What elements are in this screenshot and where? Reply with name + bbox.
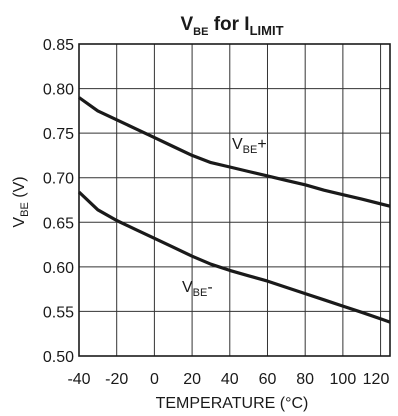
x-tick-label: 60	[259, 371, 277, 388]
title-v: V	[180, 14, 193, 35]
y-label-be-subscript: BE	[19, 202, 31, 217]
label-v: V	[232, 136, 243, 153]
x-tick-label: -20	[105, 371, 128, 388]
series-label-vbe-plus: VBE+	[232, 136, 267, 156]
x-tick-label: -40	[67, 371, 90, 388]
grid-lines	[79, 44, 390, 356]
y-tick-label: 0.85	[43, 37, 74, 54]
y-label-v: V	[11, 217, 28, 228]
y-tick-label: 0.60	[43, 260, 74, 277]
chart-title: VBE for ILIMIT	[180, 14, 283, 38]
y-tick-label: 0.55	[43, 304, 74, 321]
y-label-unit: (V)	[11, 176, 28, 202]
label-minus: -	[207, 279, 212, 296]
y-tick-label: 0.70	[43, 171, 74, 188]
title-limit-subscript: LIMIT	[250, 23, 284, 38]
x-tick-label: 80	[296, 371, 314, 388]
x-tick-labels: -40 -20 0 20 40 60 80 100 120	[67, 371, 389, 388]
series-line-vbe-minus	[77, 190, 391, 324]
label-be-subscript: BE	[193, 287, 208, 299]
y-tick-label: 0.75	[43, 126, 74, 143]
y-axis-label: VBE (V)	[11, 176, 31, 227]
plot-frame	[78, 43, 391, 357]
y-tick-label: 0.50	[43, 349, 74, 366]
title-for-i: for I	[208, 14, 249, 35]
x-axis-label: TEMPERATURE (°C)	[156, 395, 309, 412]
label-plus: +	[257, 136, 266, 153]
y-tick-label: 0.65	[43, 215, 74, 232]
title-be-subscript: BE	[193, 26, 208, 38]
series-line-vbe-plus	[78, 96, 391, 208]
label-v: V	[182, 279, 193, 296]
x-tick-label: 40	[221, 371, 239, 388]
x-tick-label: 20	[183, 371, 201, 388]
y-tick-label: 0.80	[43, 82, 74, 99]
label-be-subscript: BE	[243, 144, 258, 156]
series-layer	[77, 96, 391, 324]
y-tick-labels: 0.50 0.55 0.60 0.65 0.70 0.75 0.80 0.85	[43, 37, 74, 366]
x-tick-label: 100	[330, 371, 357, 388]
series-label-vbe-minus: VBE-	[182, 279, 213, 299]
x-tick-label: 120	[363, 371, 390, 388]
x-tick-label: 0	[150, 371, 159, 388]
